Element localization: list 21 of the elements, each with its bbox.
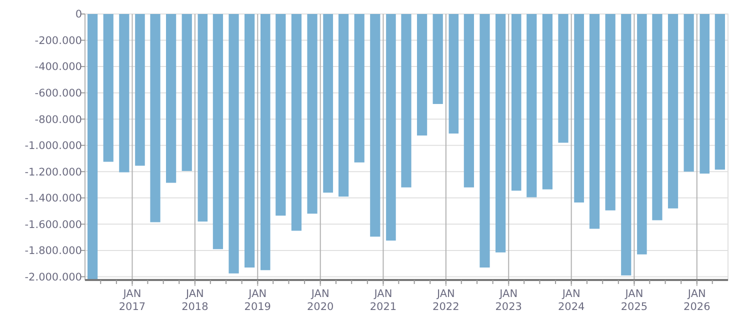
x-tick-label: JAN 2024: [558, 288, 586, 313]
y-tick-label: -800.000: [34, 114, 82, 126]
y-tick-label: -1.000.000: [24, 140, 82, 152]
y-tick-label: -1.800.000: [24, 245, 82, 258]
x-tick-label: JAN 2021: [370, 288, 397, 313]
y-tick-label: -400.000: [34, 61, 82, 74]
y-tick-label: -200.000: [34, 34, 82, 47]
x-tick-label: JAN 2022: [432, 288, 460, 313]
y-tick-label: 0: [75, 8, 82, 21]
y-tick-label: -1.400.000: [24, 192, 82, 205]
y-tick-label: -1.600.000: [24, 218, 82, 231]
y-tick-label: -1.200.000: [24, 166, 82, 178]
x-tick-label: JAN 2025: [620, 288, 648, 313]
x-tick-label: JAN 2017: [118, 288, 146, 313]
x-tick-label: JAN 2026: [684, 288, 711, 313]
x-tick-label: JAN 2018: [182, 288, 208, 313]
x-tick-label: JAN 2019: [244, 288, 272, 313]
y-tick-label: -2.000.000: [24, 271, 82, 284]
x-tick-label: JAN 2020: [306, 288, 334, 313]
y-tick-label: -600.000: [34, 87, 82, 100]
x-tick-label: JAN 2023: [495, 288, 522, 313]
